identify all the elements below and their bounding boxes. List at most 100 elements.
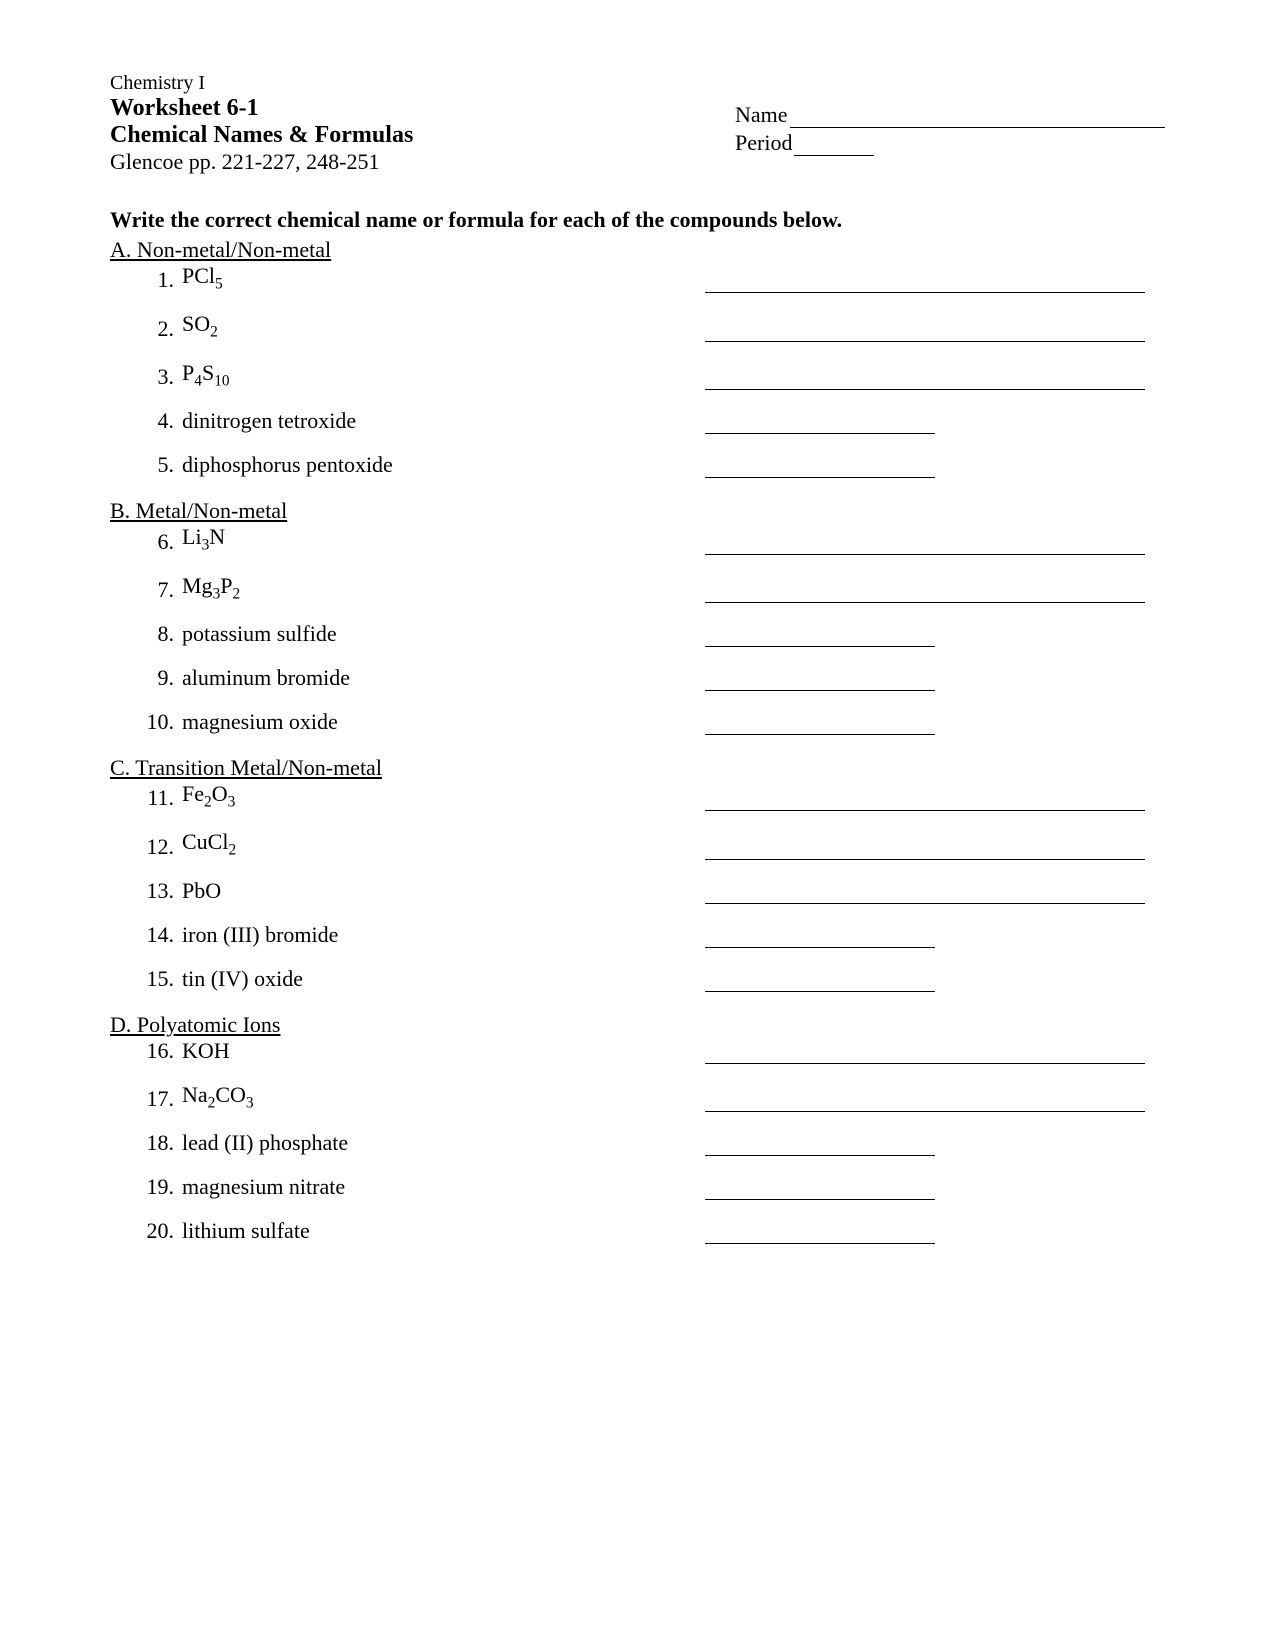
question-row: 5.diphosphorus pentoxide (110, 452, 1165, 478)
question-text: Mg3P2 (178, 573, 240, 603)
question-row: 18.lead (II) phosphate (110, 1130, 1165, 1156)
question-text: CuCl2 (178, 829, 236, 859)
question-number: 6. (144, 529, 178, 555)
question-text: potassium sulfide (178, 621, 337, 647)
answer-area (705, 791, 1165, 811)
period-blank[interactable] (794, 136, 874, 156)
question-number: 17. (144, 1086, 178, 1112)
question-row: 3.P4S10 (110, 360, 1165, 390)
question-number: 20. (144, 1218, 178, 1244)
header-left: Chemistry I Worksheet 6-1 Chemical Names… (110, 72, 735, 175)
question-row: 16.KOH (110, 1038, 1165, 1064)
question-text: magnesium oxide (178, 709, 338, 735)
question-row: 4.dinitrogen tetroxide (110, 408, 1165, 434)
answer-blank[interactable] (705, 840, 1145, 860)
answer-blank[interactable] (705, 583, 1145, 603)
answer-blank[interactable] (705, 322, 1145, 342)
answer-blank[interactable] (705, 972, 935, 992)
answer-area (705, 1136, 1165, 1156)
question-text: tin (IV) oxide (178, 966, 303, 992)
answer-area (705, 414, 1165, 434)
question-row: 15.tin (IV) oxide (110, 966, 1165, 992)
answer-area (705, 583, 1165, 603)
question-row: 17.Na2CO3 (110, 1082, 1165, 1112)
answer-area (705, 1180, 1165, 1200)
question-row: 2.SO2 (110, 311, 1165, 341)
question-number: 9. (144, 665, 178, 691)
question-row: 12.CuCl2 (110, 829, 1165, 859)
question-number: 15. (144, 966, 178, 992)
question-number: 11. (144, 785, 178, 811)
answer-blank[interactable] (705, 273, 1145, 293)
question-number: 4. (144, 408, 178, 434)
question-number: 10. (144, 709, 178, 735)
worksheet-title: Worksheet 6-1 (110, 95, 735, 122)
question-row: 19.magnesium nitrate (110, 1174, 1165, 1200)
question-text: magnesium nitrate (178, 1174, 345, 1200)
answer-blank[interactable] (705, 715, 935, 735)
name-label: Name (735, 102, 788, 128)
answer-area (705, 1224, 1165, 1244)
question-number: 7. (144, 577, 178, 603)
answer-blank[interactable] (705, 1044, 1145, 1064)
question-text: PbO (178, 878, 221, 904)
answer-blank[interactable] (705, 458, 935, 478)
section-heading: B. Metal/Non-metal (110, 498, 1165, 524)
answer-area (705, 928, 1165, 948)
answer-blank[interactable] (705, 627, 935, 647)
question-row: 6.Li3N (110, 524, 1165, 554)
question-number: 3. (144, 364, 178, 390)
question-text: lead (II) phosphate (178, 1130, 348, 1156)
answer-area (705, 370, 1165, 390)
question-text: P4S10 (178, 360, 230, 390)
answer-blank[interactable] (705, 671, 935, 691)
answer-blank[interactable] (705, 370, 1145, 390)
instructions: Write the correct chemical name or formu… (110, 207, 1165, 233)
question-text: SO2 (178, 311, 218, 341)
answer-blank[interactable] (705, 414, 935, 434)
question-row: 8.potassium sulfide (110, 621, 1165, 647)
question-number: 16. (144, 1038, 178, 1064)
answer-area (705, 535, 1165, 555)
question-text: iron (III) bromide (178, 922, 338, 948)
question-row: 14.iron (III) bromide (110, 922, 1165, 948)
answer-blank[interactable] (705, 791, 1145, 811)
course-label: Chemistry I (110, 72, 735, 95)
sections-container: A. Non-metal/Non-metal1.PCl52.SO23.P4S10… (110, 237, 1165, 1244)
answer-blank[interactable] (705, 1224, 935, 1244)
answer-area (705, 627, 1165, 647)
question-number: 18. (144, 1130, 178, 1156)
worksheet-subtitle: Chemical Names & Formulas (110, 122, 735, 149)
header: Chemistry I Worksheet 6-1 Chemical Names… (110, 72, 1165, 175)
answer-blank[interactable] (705, 928, 935, 948)
question-row: 13.PbO (110, 878, 1165, 904)
question-row: 10.magnesium oxide (110, 709, 1165, 735)
section-heading: A. Non-metal/Non-metal (110, 237, 1165, 263)
answer-area (705, 273, 1165, 293)
answer-area (705, 972, 1165, 992)
worksheet-page: Chemistry I Worksheet 6-1 Chemical Names… (0, 0, 1275, 1650)
period-label: Period (735, 130, 792, 156)
textbook-pages: Glencoe pp. 221-227, 248-251 (110, 149, 735, 175)
answer-blank[interactable] (705, 1136, 935, 1156)
question-number: 2. (144, 316, 178, 342)
answer-area (705, 1092, 1165, 1112)
answer-blank[interactable] (705, 535, 1145, 555)
question-text: diphosphorus pentoxide (178, 452, 393, 478)
question-number: 13. (144, 878, 178, 904)
question-number: 5. (144, 452, 178, 478)
answer-area (705, 715, 1165, 735)
question-row: 11.Fe2O3 (110, 781, 1165, 811)
question-text: dinitrogen tetroxide (178, 408, 356, 434)
section-heading: D. Polyatomic Ions (110, 1012, 1165, 1038)
answer-area (705, 322, 1165, 342)
answer-blank[interactable] (705, 884, 1145, 904)
period-field-row: Period (735, 130, 1165, 156)
question-number: 19. (144, 1174, 178, 1200)
question-number: 8. (144, 621, 178, 647)
question-text: Na2CO3 (178, 1082, 254, 1112)
name-blank[interactable] (790, 108, 1165, 128)
answer-blank[interactable] (705, 1180, 935, 1200)
question-text: aluminum bromide (178, 665, 350, 691)
answer-blank[interactable] (705, 1092, 1145, 1112)
